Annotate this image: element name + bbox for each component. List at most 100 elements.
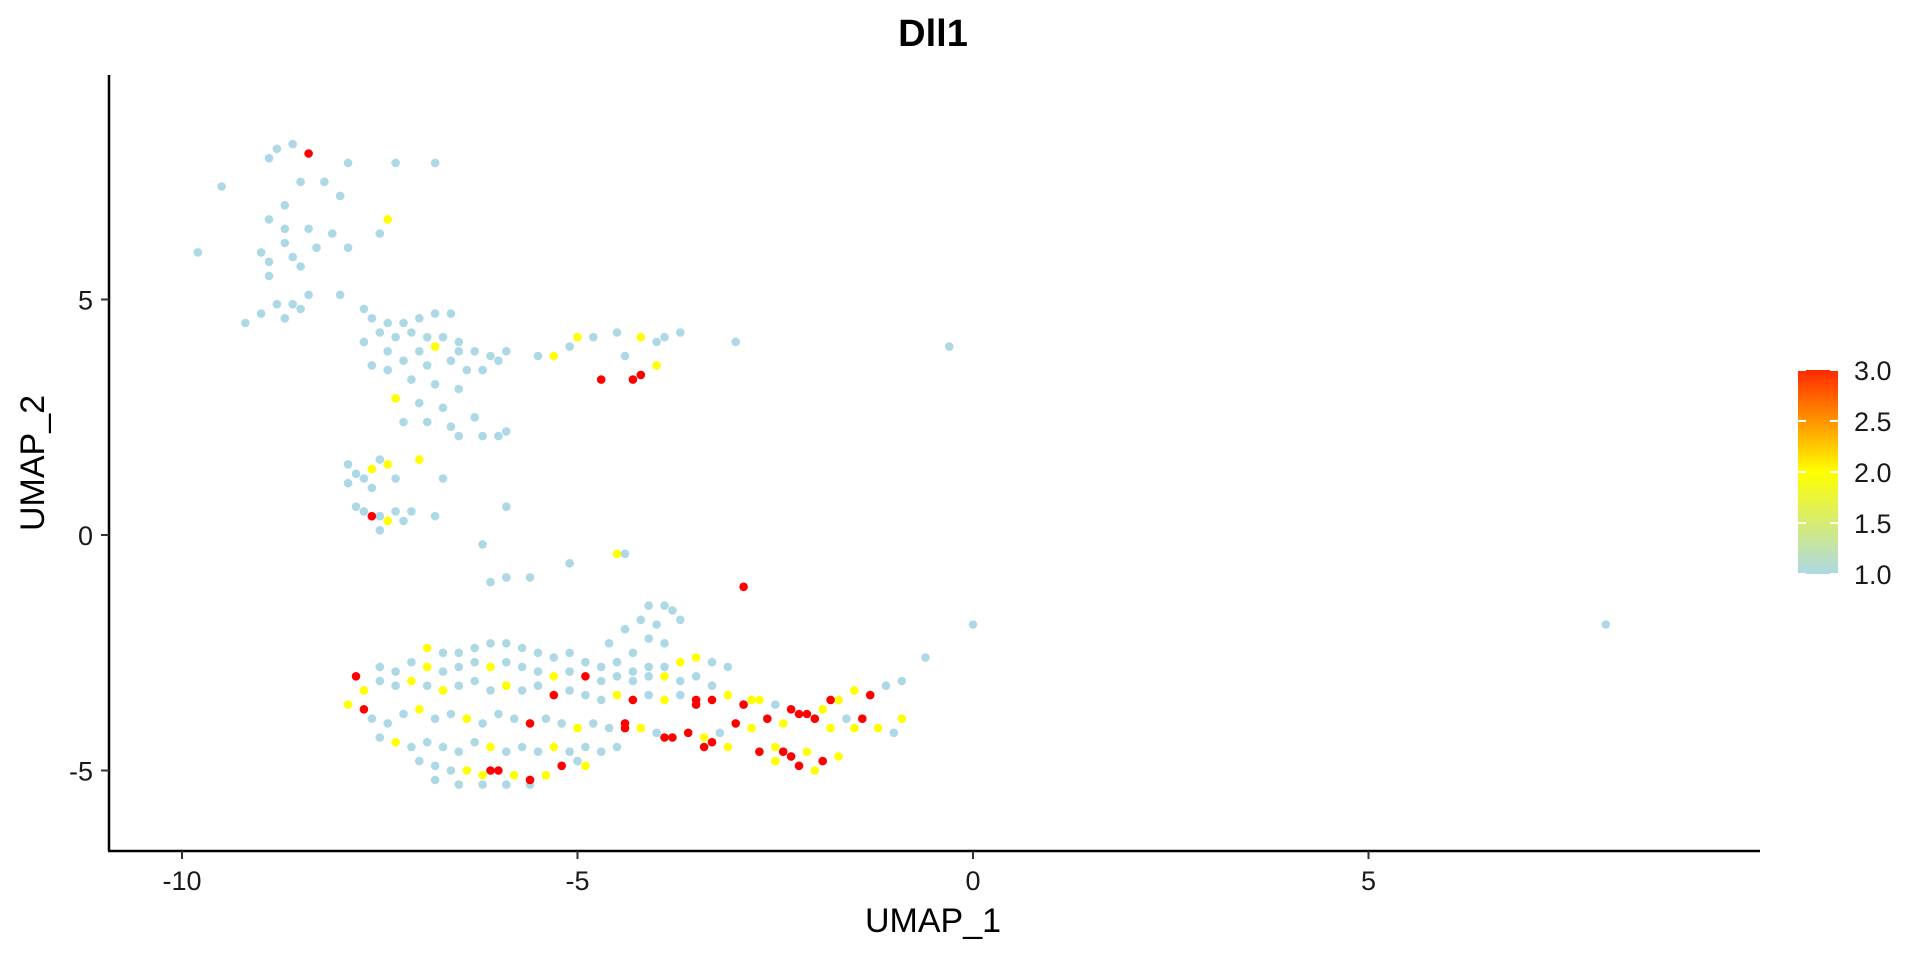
data-point xyxy=(676,676,685,686)
data-point xyxy=(968,620,978,629)
data-point xyxy=(288,252,298,262)
data-point xyxy=(391,394,400,403)
data-point xyxy=(596,747,606,756)
data-point xyxy=(335,191,345,201)
data-point xyxy=(328,229,337,238)
data-point xyxy=(676,615,685,625)
data-point xyxy=(620,351,630,361)
data-point xyxy=(391,507,400,516)
colorbar-label: 3.0 xyxy=(1854,356,1892,386)
data-point xyxy=(636,370,646,380)
data-point xyxy=(217,182,226,191)
data-point xyxy=(454,681,464,690)
data-point xyxy=(549,653,559,662)
data-point xyxy=(367,361,377,370)
data-point xyxy=(502,347,511,356)
data-point xyxy=(549,742,559,752)
data-point xyxy=(359,304,369,314)
data-point xyxy=(628,695,638,705)
x-axis-title: UMAP_1 xyxy=(865,902,1001,940)
data-point xyxy=(565,747,574,756)
data-point xyxy=(794,761,804,771)
data-point xyxy=(280,201,290,210)
data-point xyxy=(771,700,780,709)
data-point xyxy=(375,733,385,742)
data-point xyxy=(620,549,630,559)
data-point xyxy=(375,511,385,521)
data-point xyxy=(581,672,590,681)
points-layer xyxy=(193,139,1611,789)
data-point xyxy=(470,737,480,747)
data-point xyxy=(747,723,756,733)
data-point xyxy=(494,356,503,366)
data-point xyxy=(343,158,353,168)
data-point xyxy=(707,681,717,690)
colorbar-label: 1.0 xyxy=(1854,560,1892,590)
data-point xyxy=(494,709,503,719)
y-tick-label: 5 xyxy=(78,286,93,316)
data-point xyxy=(422,737,432,747)
data-point xyxy=(415,455,424,464)
data-point xyxy=(739,582,748,592)
data-point xyxy=(296,177,305,187)
data-point xyxy=(415,398,424,408)
data-point xyxy=(826,723,835,733)
data-point xyxy=(581,742,590,752)
data-point xyxy=(454,431,464,441)
data-point xyxy=(359,474,369,483)
data-point xyxy=(525,719,535,728)
data-point xyxy=(264,153,274,163)
data-point xyxy=(454,337,464,347)
data-point xyxy=(367,483,377,493)
data-point xyxy=(375,526,385,535)
data-point xyxy=(604,723,614,733)
data-point xyxy=(399,318,408,328)
data-point xyxy=(699,733,709,742)
data-point xyxy=(383,460,393,469)
data-point xyxy=(280,224,290,234)
data-point xyxy=(486,639,495,648)
chart-title: Dll1 xyxy=(898,13,968,55)
data-point xyxy=(573,723,582,733)
data-point xyxy=(422,681,432,690)
data-point xyxy=(549,672,559,681)
data-point xyxy=(399,709,408,719)
data-point xyxy=(652,361,661,370)
data-point xyxy=(723,662,733,672)
data-point xyxy=(430,158,440,168)
data-point xyxy=(454,780,464,789)
data-point xyxy=(565,648,574,658)
data-point xyxy=(802,747,812,756)
data-point xyxy=(296,262,305,271)
data-point xyxy=(256,248,266,257)
data-point xyxy=(612,690,622,700)
data-point xyxy=(478,780,487,789)
data-point xyxy=(644,672,653,681)
data-point xyxy=(415,347,424,356)
data-point xyxy=(525,775,535,785)
data-point xyxy=(763,714,772,723)
data-point xyxy=(438,648,448,658)
data-point xyxy=(573,332,582,342)
data-point xyxy=(691,695,701,705)
data-point xyxy=(446,766,456,775)
data-point xyxy=(842,714,851,723)
data-point xyxy=(660,662,669,672)
data-point xyxy=(470,347,480,356)
data-point xyxy=(296,304,305,314)
data-point xyxy=(881,681,891,690)
data-point xyxy=(541,714,551,723)
data-point xyxy=(486,686,495,695)
data-point xyxy=(264,271,274,281)
colorbar-label: 1.5 xyxy=(1854,509,1892,539)
data-point xyxy=(644,634,653,643)
data-point xyxy=(193,248,203,257)
data-point xyxy=(873,723,883,733)
data-point xyxy=(478,431,487,441)
data-point xyxy=(446,309,456,318)
data-point xyxy=(541,770,551,780)
data-point xyxy=(430,309,440,318)
data-point xyxy=(454,648,464,658)
data-point xyxy=(810,714,820,723)
data-point xyxy=(945,342,954,351)
